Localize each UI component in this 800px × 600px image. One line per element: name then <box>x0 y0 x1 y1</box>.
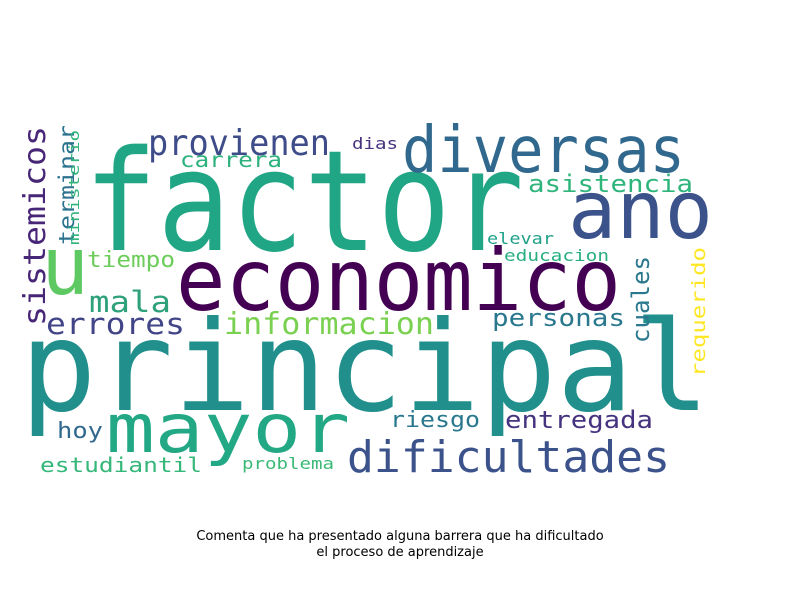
word-hoy: hoy <box>57 419 103 444</box>
word-ano: ano <box>568 164 713 257</box>
word-terminar: terminar <box>55 125 79 245</box>
caption-line-2: el proceso de aprendizaje <box>316 545 484 560</box>
word-provienen: provienen <box>148 123 330 164</box>
word-dificultades: dificultades <box>347 432 670 483</box>
word-entregada: entregada <box>505 406 653 434</box>
word-educacion: educacion <box>504 246 609 265</box>
word-estudiantil: estudiantil <box>40 453 202 477</box>
word-riesgo: riesgo <box>390 408 480 433</box>
word-factor: factor <box>84 121 524 284</box>
word-mala: mala <box>89 285 171 319</box>
word-personas: personas <box>492 304 625 332</box>
figure-caption: Comenta que ha presentado alguna barrera… <box>100 529 700 561</box>
word-ministerio: ministerio <box>67 130 83 245</box>
caption-line-1: Comenta que ha presentado alguna barrera… <box>196 529 604 544</box>
word-u: u <box>41 220 89 313</box>
word-sistemicos: sistemicos <box>18 126 53 326</box>
word-economico: economico <box>176 231 621 331</box>
word-diversas: diversas <box>402 114 685 188</box>
word-errores: errores <box>46 307 185 341</box>
word-principal: principal <box>20 295 710 440</box>
word-cuales: cuales <box>627 256 655 343</box>
word-informacion: informacion <box>224 307 434 342</box>
word-problema: problema <box>242 454 334 473</box>
word-mayor: mayor <box>106 390 350 469</box>
word-carrera: carrera <box>180 148 282 172</box>
word-asistencia: asistencia <box>528 170 693 198</box>
word-dias: dias <box>352 134 398 153</box>
word-elevar: elevar <box>487 229 554 248</box>
word-tiempo: tiempo <box>87 248 175 273</box>
word-requerido: requerido <box>688 247 710 377</box>
